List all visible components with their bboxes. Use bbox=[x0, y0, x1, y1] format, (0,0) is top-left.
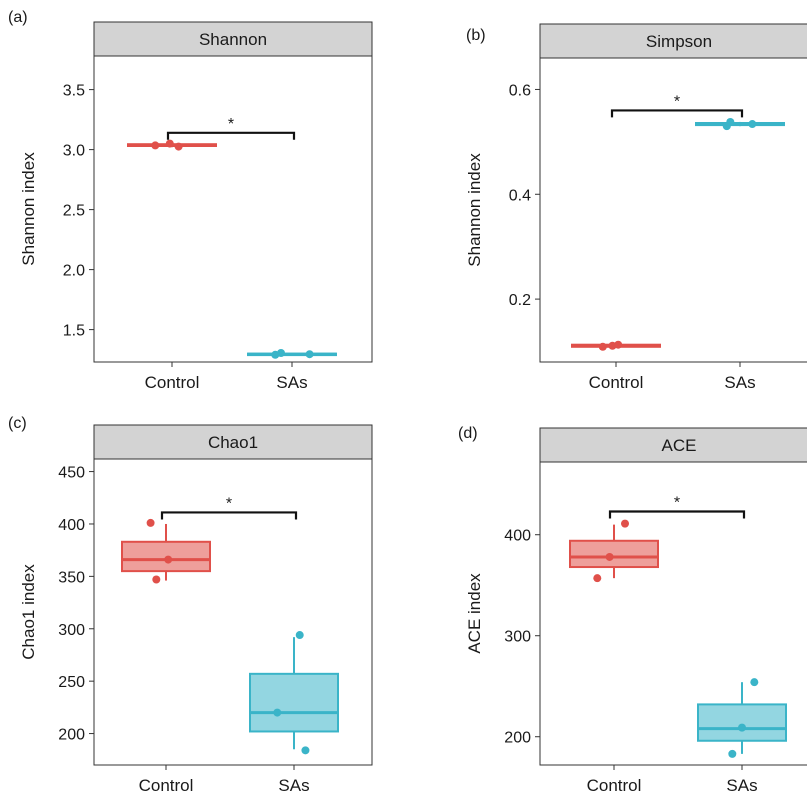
data-point bbox=[726, 117, 735, 126]
data-point bbox=[164, 555, 173, 564]
y-tick-label: 200 bbox=[58, 727, 85, 744]
y-axis-label: Chao1 index bbox=[19, 564, 38, 660]
box-sas bbox=[249, 672, 339, 733]
plot-frame bbox=[539, 57, 807, 363]
x-tick-label: SAs bbox=[276, 373, 307, 392]
y-tick-label: 250 bbox=[58, 674, 85, 691]
significance-bracket bbox=[160, 511, 298, 520]
significance-label: * bbox=[674, 93, 680, 110]
data-point bbox=[152, 575, 161, 584]
x-tick-label: Control bbox=[139, 776, 194, 793]
data-point bbox=[273, 708, 282, 717]
significance-label: * bbox=[226, 495, 232, 512]
y-tick-label: 2.0 bbox=[63, 263, 85, 280]
y-tick-label: 0.6 bbox=[509, 82, 531, 99]
y-tick-label: 300 bbox=[504, 629, 531, 646]
y-axis-label: ACE index bbox=[465, 573, 484, 654]
data-point bbox=[295, 631, 304, 640]
facet-strip bbox=[539, 427, 807, 463]
data-point bbox=[593, 574, 602, 583]
x-tick-label: SAs bbox=[724, 373, 755, 392]
data-point bbox=[748, 120, 757, 129]
significance-bracket bbox=[610, 109, 744, 118]
data-point bbox=[598, 342, 607, 351]
panel-2: (b) Simpson 0.2 0.4 0.6 Shannon index Control S… bbox=[465, 23, 807, 392]
y-tick-label: 1.5 bbox=[63, 323, 85, 340]
panel-label: (c) bbox=[8, 415, 27, 432]
facet-title: Simpson bbox=[646, 32, 712, 51]
panel-label: (d) bbox=[458, 425, 478, 442]
box-sas bbox=[697, 703, 787, 742]
panel-1: (a) Shannon 1.5 2.0 2.5 3.0 3.5 Shannon index Co… bbox=[8, 9, 373, 392]
x-tick-label: Control bbox=[589, 373, 644, 392]
y-tick-label: 3.5 bbox=[63, 83, 85, 100]
y-tick-label: 3.0 bbox=[63, 143, 85, 160]
facet-title: Shannon bbox=[199, 30, 267, 49]
facet-strip bbox=[539, 23, 807, 59]
panel-4: (d) ACE 200 300 400 ACE index Control SAs * bbox=[458, 425, 807, 793]
facet-strip bbox=[93, 424, 373, 460]
plot-frame bbox=[93, 458, 373, 766]
data-point bbox=[728, 749, 737, 758]
data-point bbox=[305, 350, 314, 359]
data-point bbox=[277, 349, 285, 357]
y-axis-label: Shannon index bbox=[465, 153, 484, 267]
y-tick-label: 300 bbox=[58, 622, 85, 639]
data-point bbox=[165, 139, 174, 148]
y-tick-label: 450 bbox=[58, 465, 85, 482]
plot-frame bbox=[539, 461, 807, 766]
data-point bbox=[605, 552, 614, 561]
significance-bracket bbox=[608, 510, 746, 519]
significance-bracket bbox=[166, 131, 296, 140]
panel-label: (a) bbox=[8, 9, 28, 26]
data-point bbox=[146, 518, 155, 527]
facet-title: Chao1 bbox=[208, 433, 258, 452]
data-point bbox=[614, 340, 623, 349]
panel-3: (c) Chao1 200 250 300 350 400 450 Chao1 index Con… bbox=[8, 415, 373, 793]
data-point bbox=[301, 746, 310, 755]
x-tick-label: Control bbox=[587, 776, 642, 793]
y-tick-label: 400 bbox=[504, 528, 531, 545]
y-tick-label: 400 bbox=[58, 517, 85, 534]
significance-label: * bbox=[228, 116, 234, 133]
data-point bbox=[174, 142, 183, 151]
panel-label: (b) bbox=[466, 27, 486, 44]
data-point bbox=[750, 678, 759, 687]
x-tick-label: Control bbox=[145, 373, 200, 392]
significance-label: * bbox=[674, 494, 680, 511]
y-tick-label: 350 bbox=[58, 569, 85, 586]
x-tick-label: SAs bbox=[278, 776, 309, 793]
box-control bbox=[569, 539, 659, 569]
y-tick-label: 0.2 bbox=[509, 292, 531, 309]
x-tick-label: SAs bbox=[726, 776, 757, 793]
plot-frame bbox=[93, 55, 373, 363]
facet-strip bbox=[93, 21, 373, 57]
y-tick-label: 2.5 bbox=[63, 203, 85, 220]
y-tick-label: 0.4 bbox=[509, 187, 531, 204]
data-point bbox=[621, 519, 629, 528]
y-tick-label: 200 bbox=[504, 730, 531, 747]
data-point bbox=[738, 723, 746, 732]
data-point bbox=[151, 141, 160, 150]
facet-title: ACE bbox=[662, 436, 697, 455]
y-axis-label: Shannon index bbox=[19, 152, 38, 266]
